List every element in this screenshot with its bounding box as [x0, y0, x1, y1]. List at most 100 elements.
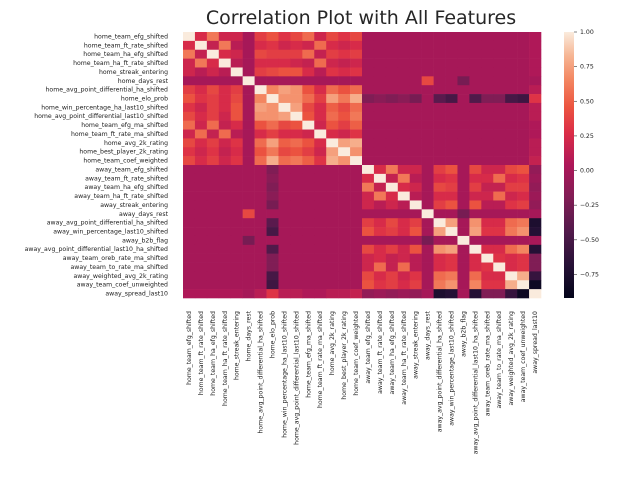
- heatmap-cell: [206, 49, 220, 59]
- heatmap-cell: [362, 102, 375, 113]
- heatmap-cell: [183, 218, 196, 228]
- heatmap-cell: [397, 218, 411, 228]
- heatmap-cell: [218, 227, 232, 237]
- heatmap-cell: [397, 271, 411, 281]
- heatmap-cell: [529, 67, 542, 77]
- heatmap-cell: [314, 49, 327, 59]
- heatmap-cell: [338, 156, 351, 166]
- heatmap-cell: [481, 67, 494, 77]
- heatmap-cell: [230, 218, 243, 228]
- x-tick-label: away_b2b_flag: [460, 311, 467, 357]
- heatmap-cell: [445, 262, 458, 272]
- heatmap-cell: [338, 182, 351, 192]
- heatmap-cell: [457, 85, 470, 95]
- heatmap-cell: [457, 32, 470, 42]
- heatmap-cell: [517, 94, 530, 104]
- heatmap-cell: [362, 271, 375, 281]
- heatmap-cell: [242, 102, 255, 113]
- heatmap-cell: [338, 218, 351, 228]
- heatmap-cell: [529, 173, 542, 184]
- heatmap-cell: [338, 138, 351, 148]
- heatmap-cell: [421, 85, 434, 95]
- heatmap-cell: [183, 76, 196, 86]
- heatmap-cell: [290, 40, 303, 51]
- heatmap-cell: [338, 147, 351, 157]
- heatmap-cell: [194, 280, 208, 290]
- heatmap-cell: [326, 165, 339, 175]
- heatmap-cell: [314, 262, 327, 272]
- heatmap-cell: [529, 40, 542, 51]
- heatmap-cell: [421, 227, 434, 237]
- heatmap-cell: [230, 182, 243, 192]
- x-tick-label: away_team_efg_shifted: [365, 311, 372, 384]
- heatmap-cell: [421, 156, 434, 166]
- heatmap-cell: [529, 200, 542, 210]
- heatmap-cell: [385, 262, 399, 272]
- heatmap-cell: [326, 49, 339, 59]
- colorbar-tick-label: −0.75: [580, 271, 599, 278]
- heatmap-cell: [421, 191, 434, 201]
- heatmap-cell: [481, 102, 494, 113]
- heatmap-cell: [517, 40, 530, 51]
- heatmap-cell: [326, 94, 339, 104]
- heatmap-cell: [242, 58, 255, 68]
- heatmap-cell: [194, 200, 208, 210]
- heatmap-cell: [350, 120, 363, 130]
- heatmap-cell: [278, 129, 291, 139]
- heatmap-cell: [254, 32, 267, 42]
- x-tick-label: away_team_ha_ft_rate_shifted: [401, 311, 408, 405]
- heatmap-cell: [290, 49, 303, 59]
- heatmap-cell: [445, 85, 458, 95]
- heatmap-cell: [517, 218, 530, 228]
- heatmap-cell: [445, 76, 458, 86]
- heatmap-cell: [230, 165, 243, 175]
- heatmap-cell: [278, 49, 291, 59]
- heatmap-cell: [362, 200, 375, 210]
- heatmap-cell: [254, 58, 267, 68]
- heatmap-cell: [517, 182, 530, 192]
- x-tick-label: home_avg_point_differential_ha_shifted: [258, 311, 265, 434]
- heatmap-cell: [505, 209, 518, 219]
- x-tick-label: home_elo_prob: [270, 311, 277, 358]
- heatmap-cell: [493, 138, 506, 148]
- x-tick-label: home_best_player_2k_rating: [341, 311, 348, 400]
- heatmap-cell: [505, 280, 518, 290]
- heatmap-cell: [373, 94, 387, 104]
- heatmap-cell: [433, 218, 446, 228]
- heatmap-cell: [183, 129, 196, 139]
- heatmap-cell: [409, 173, 422, 184]
- heatmap-cell: [409, 218, 422, 228]
- heatmap-cell: [290, 191, 303, 201]
- heatmap-cell: [350, 138, 363, 148]
- heatmap-cell: [433, 156, 446, 166]
- x-tick-label: away_spread_last10: [532, 311, 539, 374]
- heatmap-cell: [338, 111, 351, 121]
- heatmap-cell: [350, 111, 363, 121]
- heatmap-cell: [206, 244, 220, 254]
- heatmap-cell: [302, 58, 315, 68]
- heatmap-cell: [314, 253, 327, 263]
- y-tick-label: home_team_ha_ft_rate_shifted: [73, 60, 168, 67]
- heatmap-cell: [218, 200, 232, 210]
- heatmap-cell: [493, 271, 506, 281]
- y-tick-label: home_avg_point_differential_last10_shift…: [34, 113, 168, 120]
- heatmap-cell: [194, 147, 208, 157]
- heatmap-cell: [290, 182, 303, 192]
- heatmap-cell: [314, 289, 327, 299]
- heatmap-cell: [397, 165, 411, 175]
- heatmap-cell: [254, 85, 267, 95]
- heatmap-cell: [338, 85, 351, 95]
- heatmap-cell: [326, 156, 339, 166]
- heatmap-cell: [517, 289, 530, 299]
- heatmap-cell: [397, 120, 411, 130]
- heatmap-cell: [326, 102, 339, 113]
- heatmap-cell: [493, 289, 506, 299]
- heatmap-cell: [397, 280, 411, 290]
- heatmap-cell: [517, 253, 530, 263]
- heatmap-cell: [338, 235, 351, 246]
- heatmap-cell: [457, 218, 470, 228]
- heatmap-cell: [290, 173, 303, 184]
- heatmap-cell: [266, 209, 279, 219]
- heatmap-cell: [302, 173, 315, 184]
- heatmap-cell: [385, 58, 399, 68]
